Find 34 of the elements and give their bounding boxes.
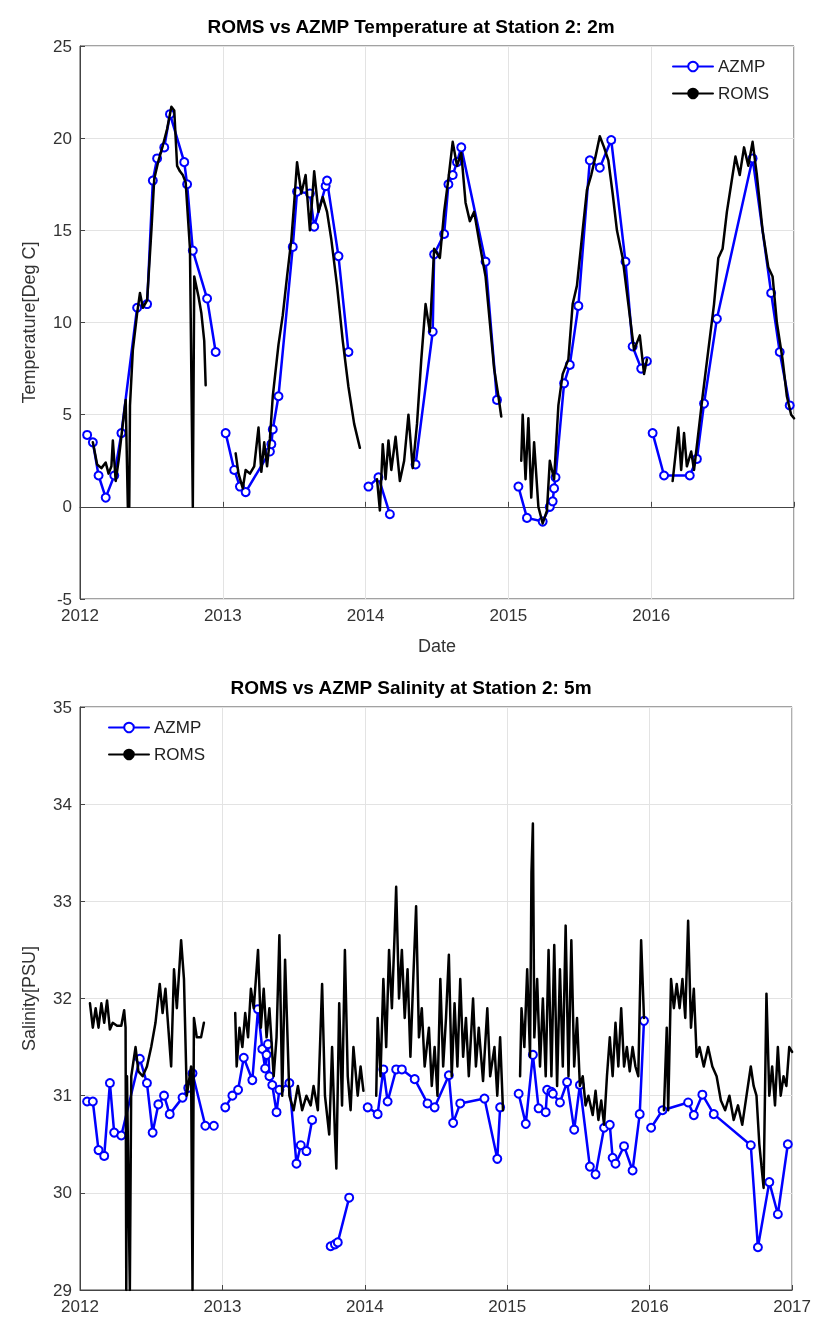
legend-label: ROMS bbox=[718, 84, 769, 103]
x-tick-label: 2012 bbox=[61, 606, 99, 625]
y-tick-label: 32 bbox=[53, 989, 72, 1008]
x-tick-label: 2016 bbox=[630, 1297, 669, 1316]
x-tick-label: 2016 bbox=[632, 606, 671, 625]
y-tick-label: 0 bbox=[62, 497, 72, 517]
y-tick-label: 25 bbox=[53, 36, 72, 56]
y-tick-label: 30 bbox=[53, 1183, 72, 1203]
x-tick-label: 2015 bbox=[489, 606, 528, 625]
x-tick-label: 2014 bbox=[345, 1297, 384, 1316]
x-tick-label: 2017 bbox=[773, 1297, 811, 1316]
chart-title: ROMS vs AZMP Temperature at Station 2: 2m bbox=[207, 16, 615, 37]
y-tick-label: 5 bbox=[62, 405, 72, 425]
chart-title: ROMS vs AZMP Salinity at Station 2: 5m bbox=[230, 677, 592, 698]
y-axis-title: Salinity[PSU] bbox=[19, 945, 39, 1052]
legend-label: AZMP bbox=[718, 57, 766, 76]
x-axis-title: Date bbox=[417, 636, 457, 656]
legend-label: ROMS bbox=[154, 745, 205, 764]
legend-label: AZMP bbox=[154, 718, 202, 737]
y-tick-label: 33 bbox=[53, 891, 72, 911]
x-tick-label: 2015 bbox=[488, 1297, 527, 1316]
x-tick-label: 2012 bbox=[61, 1297, 99, 1316]
x-tick-label: 2013 bbox=[203, 606, 242, 625]
y-tick-label: 31 bbox=[53, 1086, 72, 1106]
y-tick-label: 29 bbox=[53, 1280, 72, 1300]
x-tick-label: 2014 bbox=[346, 606, 385, 625]
y-tick-label: -5 bbox=[56, 589, 72, 609]
x-tick-label: 2013 bbox=[203, 1297, 242, 1316]
y-tick-label: 34 bbox=[53, 794, 72, 814]
y-axis-title: Temperature[Deg C] bbox=[19, 241, 39, 404]
y-tick-label: 15 bbox=[53, 220, 72, 240]
y-tick-label: 10 bbox=[53, 313, 72, 332]
y-tick-label: 35 bbox=[53, 697, 72, 717]
y-tick-label: 20 bbox=[53, 128, 72, 148]
